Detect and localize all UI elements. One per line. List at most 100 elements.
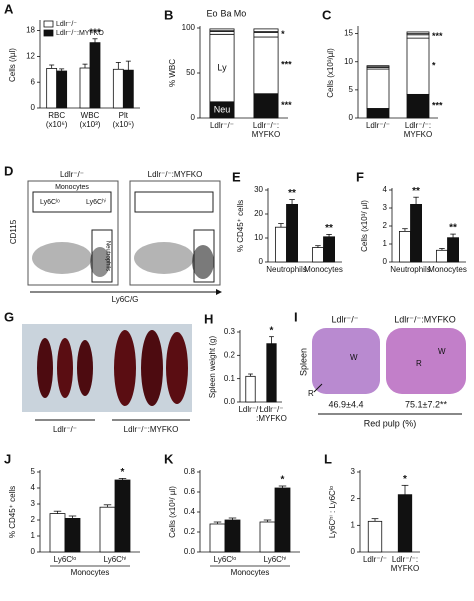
y-tick-label: 2 (383, 221, 388, 230)
axis-label: CD115 (9, 219, 18, 244)
y-tick-label: 3 (383, 203, 388, 212)
bar-segment (209, 33, 235, 103)
panel-letter: K (164, 451, 174, 466)
y-axis-label: Cells (x10³/ µl) (168, 486, 177, 538)
image-title: Ldlr⁻/⁻:MYFKO (394, 314, 456, 324)
bar-segment (366, 68, 390, 109)
significance: *** (281, 100, 292, 110)
bar (323, 236, 336, 263)
y-tick-label: 0 (349, 113, 354, 122)
y-tick-label: 5 (31, 467, 36, 476)
panel-letter: A (4, 1, 14, 16)
y-axis-label: Spleen weight (g) (208, 336, 217, 399)
x-tick-label: Ldlr⁻/⁻: (392, 555, 418, 564)
bar-segment (253, 93, 279, 119)
x-tick-label: RBC (48, 111, 65, 120)
axis-label: Ly6C/G (112, 295, 139, 304)
group-label: Ldlr⁻/⁻:MYFKO (124, 425, 179, 434)
significance: * (403, 474, 407, 485)
gate (91, 229, 113, 283)
gate (193, 229, 215, 283)
bar (46, 68, 58, 109)
cell-cloud (134, 242, 194, 274)
panel-letter: I (294, 309, 298, 324)
significance: *** (432, 101, 443, 111)
y-tick-label: 0.6 (184, 487, 196, 496)
spleen (57, 338, 73, 398)
tissue-label: R (308, 389, 314, 398)
x-tick-label: Monocytes (428, 265, 467, 274)
significance: *** (281, 60, 292, 70)
panel-letter: G (4, 309, 14, 324)
cell-cloud (192, 245, 214, 279)
tissue (312, 328, 380, 394)
bar (209, 523, 226, 553)
x-tick-label: Ly6Cʰⁱ (104, 555, 127, 564)
arrow-head (216, 289, 222, 295)
y-tick-label: 0.2 (184, 527, 196, 536)
x-tick-label: Ldlr⁻/⁻: (405, 121, 431, 130)
measure: 75.1±7.2** (405, 399, 447, 409)
x-tick-label: (x10⁵) (113, 120, 135, 129)
x-tick-label: Ldlr⁻/⁻: (253, 121, 279, 130)
plot-title: Ldlr⁻/⁻:MYFKO (148, 170, 203, 179)
cell-cloud (32, 242, 92, 274)
gate (32, 191, 112, 213)
significance: *** (89, 27, 101, 38)
side-label: Spleen (298, 348, 308, 376)
pointer (313, 383, 323, 393)
y-tick-label: 100 (182, 23, 196, 32)
panel-letter: D (4, 163, 13, 178)
y-tick-label: 50 (186, 68, 195, 77)
bar (79, 67, 91, 109)
x-tick-label: Ly6Cʰⁱ (264, 555, 287, 564)
segment-label: Ly (217, 62, 227, 72)
x-tick-label: (x10³) (80, 120, 101, 129)
x-tick-label: MYFKO (404, 130, 432, 139)
x-tick-label: Monocytes (304, 265, 343, 274)
segment-label: Ba (220, 8, 231, 18)
bar-segment (209, 31, 235, 35)
bar-segment (209, 28, 235, 32)
x-tick-label: Plt (119, 111, 129, 120)
gate-label: Monocytes (55, 184, 89, 191)
bar (398, 230, 411, 263)
panel-letter: H (204, 311, 213, 326)
x-tick-label: Ldlr⁻/⁻ (363, 555, 387, 564)
significance: * (281, 475, 285, 486)
y-tick-label: 15 (344, 29, 353, 38)
x-tick-label: (x10⁶) (46, 120, 68, 129)
x-tick-label: Ly6Cˡᵒ (54, 555, 77, 564)
bar (122, 69, 134, 109)
bar (49, 513, 66, 553)
y-tick-label: 20 (254, 209, 263, 218)
panel-letter: L (324, 451, 332, 466)
bar (286, 203, 299, 263)
panel-letter: B (164, 7, 173, 22)
significance: ** (325, 223, 333, 234)
bar (99, 506, 116, 553)
y-tick-label: 0 (351, 547, 356, 556)
bar (224, 519, 241, 553)
legend-swatch (43, 20, 54, 28)
y-tick-label: 0.2 (224, 350, 236, 359)
y-tick-label: 1 (31, 531, 36, 540)
x-tick-label: Ldlr⁻/⁻ (238, 405, 262, 414)
x-tick-label: WBC (81, 111, 100, 120)
bar (245, 375, 256, 403)
bar (112, 68, 124, 109)
tissue-label: W (350, 353, 358, 362)
y-tick-label: 0.3 (224, 327, 236, 336)
significance: * (281, 29, 285, 39)
y-tick-label: 0.0 (224, 397, 236, 406)
y-axis-label: % WBC (168, 59, 177, 87)
spleen (166, 332, 188, 404)
segment-label: Neu (214, 104, 231, 114)
bar (266, 343, 277, 403)
y-tick-label: 0 (31, 547, 36, 556)
measure: 46.9±4.4 (329, 399, 364, 409)
x-tick-label: Ly6Cˡᵒ (214, 555, 237, 564)
bar-segment (406, 93, 430, 119)
cell-cloud (90, 247, 110, 277)
